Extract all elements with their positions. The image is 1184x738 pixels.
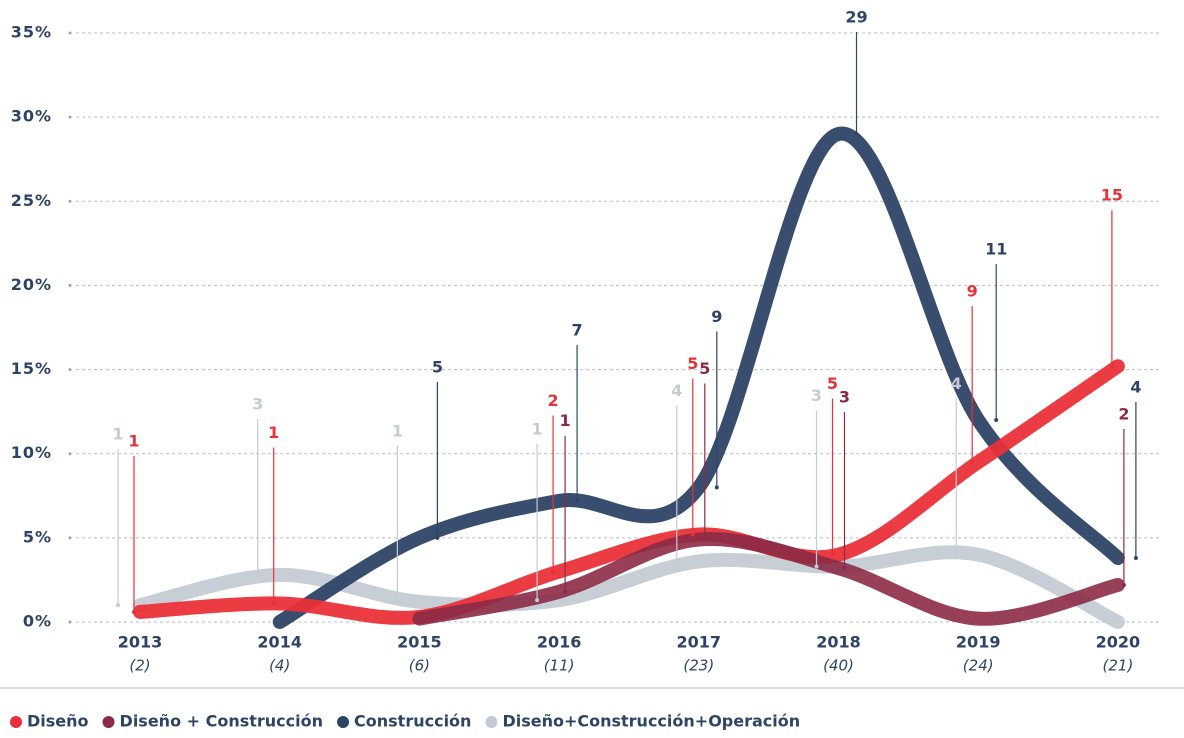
- legend-swatch: [102, 716, 115, 728]
- x-tick-label: 2013: [118, 633, 163, 652]
- label-leader-end: [854, 131, 859, 136]
- y-tick-mark: [68, 199, 72, 203]
- data-label: 4: [671, 381, 682, 400]
- label-leader-end: [994, 418, 999, 423]
- label-leader-end: [954, 552, 959, 557]
- data-label: 5: [699, 359, 710, 378]
- data-label: 5: [827, 374, 838, 393]
- y-tick-label: 20%: [11, 275, 52, 294]
- label-leader-end: [1133, 556, 1138, 561]
- series-line: [412, 532, 1125, 626]
- x-tick-note: (40): [823, 657, 854, 675]
- x-tick-label: 2014: [257, 633, 302, 652]
- label-leader-end: [714, 485, 719, 490]
- y-tick-label: 5%: [23, 527, 52, 546]
- label-leader-end: [1121, 582, 1126, 587]
- legend-swatch: [337, 716, 350, 728]
- y-tick-label: 35%: [11, 23, 52, 42]
- x-tick-note: (21): [1103, 657, 1134, 675]
- label-leader-end: [674, 559, 679, 564]
- x-tick-label: 2016: [537, 633, 582, 652]
- data-label: 29: [845, 8, 867, 27]
- data-label: 7: [572, 320, 583, 339]
- label-leader-end: [575, 498, 580, 503]
- data-label: 2: [1118, 404, 1129, 423]
- y-tick-mark: [68, 115, 72, 119]
- data-label: 5: [432, 357, 443, 376]
- y-tick-label: 0%: [23, 612, 52, 631]
- data-label: 1: [532, 420, 543, 439]
- y-tick-mark: [68, 536, 72, 540]
- series-line: [133, 359, 1125, 625]
- data-label: 2: [548, 391, 559, 410]
- x-tick-note: (4): [269, 657, 290, 675]
- label-leader-end: [1109, 364, 1114, 369]
- y-tick-mark: [68, 620, 72, 624]
- data-label: 1: [268, 423, 279, 442]
- legend-swatch: [10, 716, 22, 728]
- x-tick-note: (23): [683, 657, 714, 675]
- data-label: 1: [392, 421, 403, 440]
- data-label: 5: [687, 354, 698, 373]
- legend-label: Diseño+Construcción+Operación: [502, 712, 800, 731]
- x-tick-note: (24): [963, 657, 994, 675]
- series-line: [133, 545, 1125, 629]
- data-label: 11: [985, 240, 1007, 259]
- label-leader-end: [116, 603, 120, 608]
- label-leader-end: [535, 598, 540, 603]
- label-leader-end: [563, 589, 568, 594]
- x-tick-label: 2018: [816, 633, 861, 652]
- label-leader-end: [690, 532, 695, 537]
- series-line: [272, 126, 1125, 629]
- data-label: 9: [967, 282, 978, 301]
- data-label: 3: [811, 386, 822, 405]
- label-leader-end: [830, 552, 835, 557]
- data-label: 3: [839, 388, 850, 407]
- x-tick-label: 2015: [397, 633, 442, 652]
- data-label: 3: [252, 394, 263, 413]
- y-tick-mark: [68, 368, 72, 372]
- x-tick-label: 2019: [956, 633, 1001, 652]
- label-leader-end: [271, 601, 276, 606]
- label-leader-end: [970, 460, 975, 465]
- label-leader-end: [255, 572, 260, 577]
- legend-swatch: [485, 716, 498, 728]
- x-tick-note: (2): [129, 657, 150, 675]
- y-tick-mark: [68, 452, 72, 456]
- y-tick-label: 15%: [11, 359, 52, 378]
- x-tick-label: 2017: [677, 633, 722, 652]
- y-tick-label: 25%: [11, 191, 52, 210]
- label-leader-end: [435, 535, 440, 540]
- legend-label: Diseño + Construcción: [120, 712, 323, 731]
- x-tick-note: (11): [544, 657, 575, 675]
- x-tick-note: (6): [409, 657, 430, 675]
- label-leader-end: [842, 566, 847, 571]
- label-leader-end: [551, 569, 556, 574]
- data-label: 4: [1130, 378, 1141, 397]
- y-tick-mark: [68, 283, 72, 287]
- y-tick-label: 30%: [11, 107, 52, 126]
- data-label: 1: [560, 411, 571, 430]
- legend-label: Diseño: [27, 712, 89, 731]
- data-label: 1: [128, 431, 139, 450]
- data-label: 1: [112, 425, 123, 444]
- data-label: 9: [711, 307, 722, 326]
- label-leader-end: [395, 599, 400, 604]
- data-label: 4: [951, 374, 962, 393]
- x-tick-label: 2020: [1096, 633, 1141, 652]
- label-leader-end: [132, 609, 136, 614]
- label-leader-end: [702, 537, 707, 542]
- y-tick-label: 10%: [11, 443, 52, 462]
- legend-label: Construcción: [354, 712, 471, 731]
- data-label: 15: [1101, 186, 1123, 205]
- y-tick-mark: [68, 31, 72, 35]
- label-leader-end: [814, 564, 819, 569]
